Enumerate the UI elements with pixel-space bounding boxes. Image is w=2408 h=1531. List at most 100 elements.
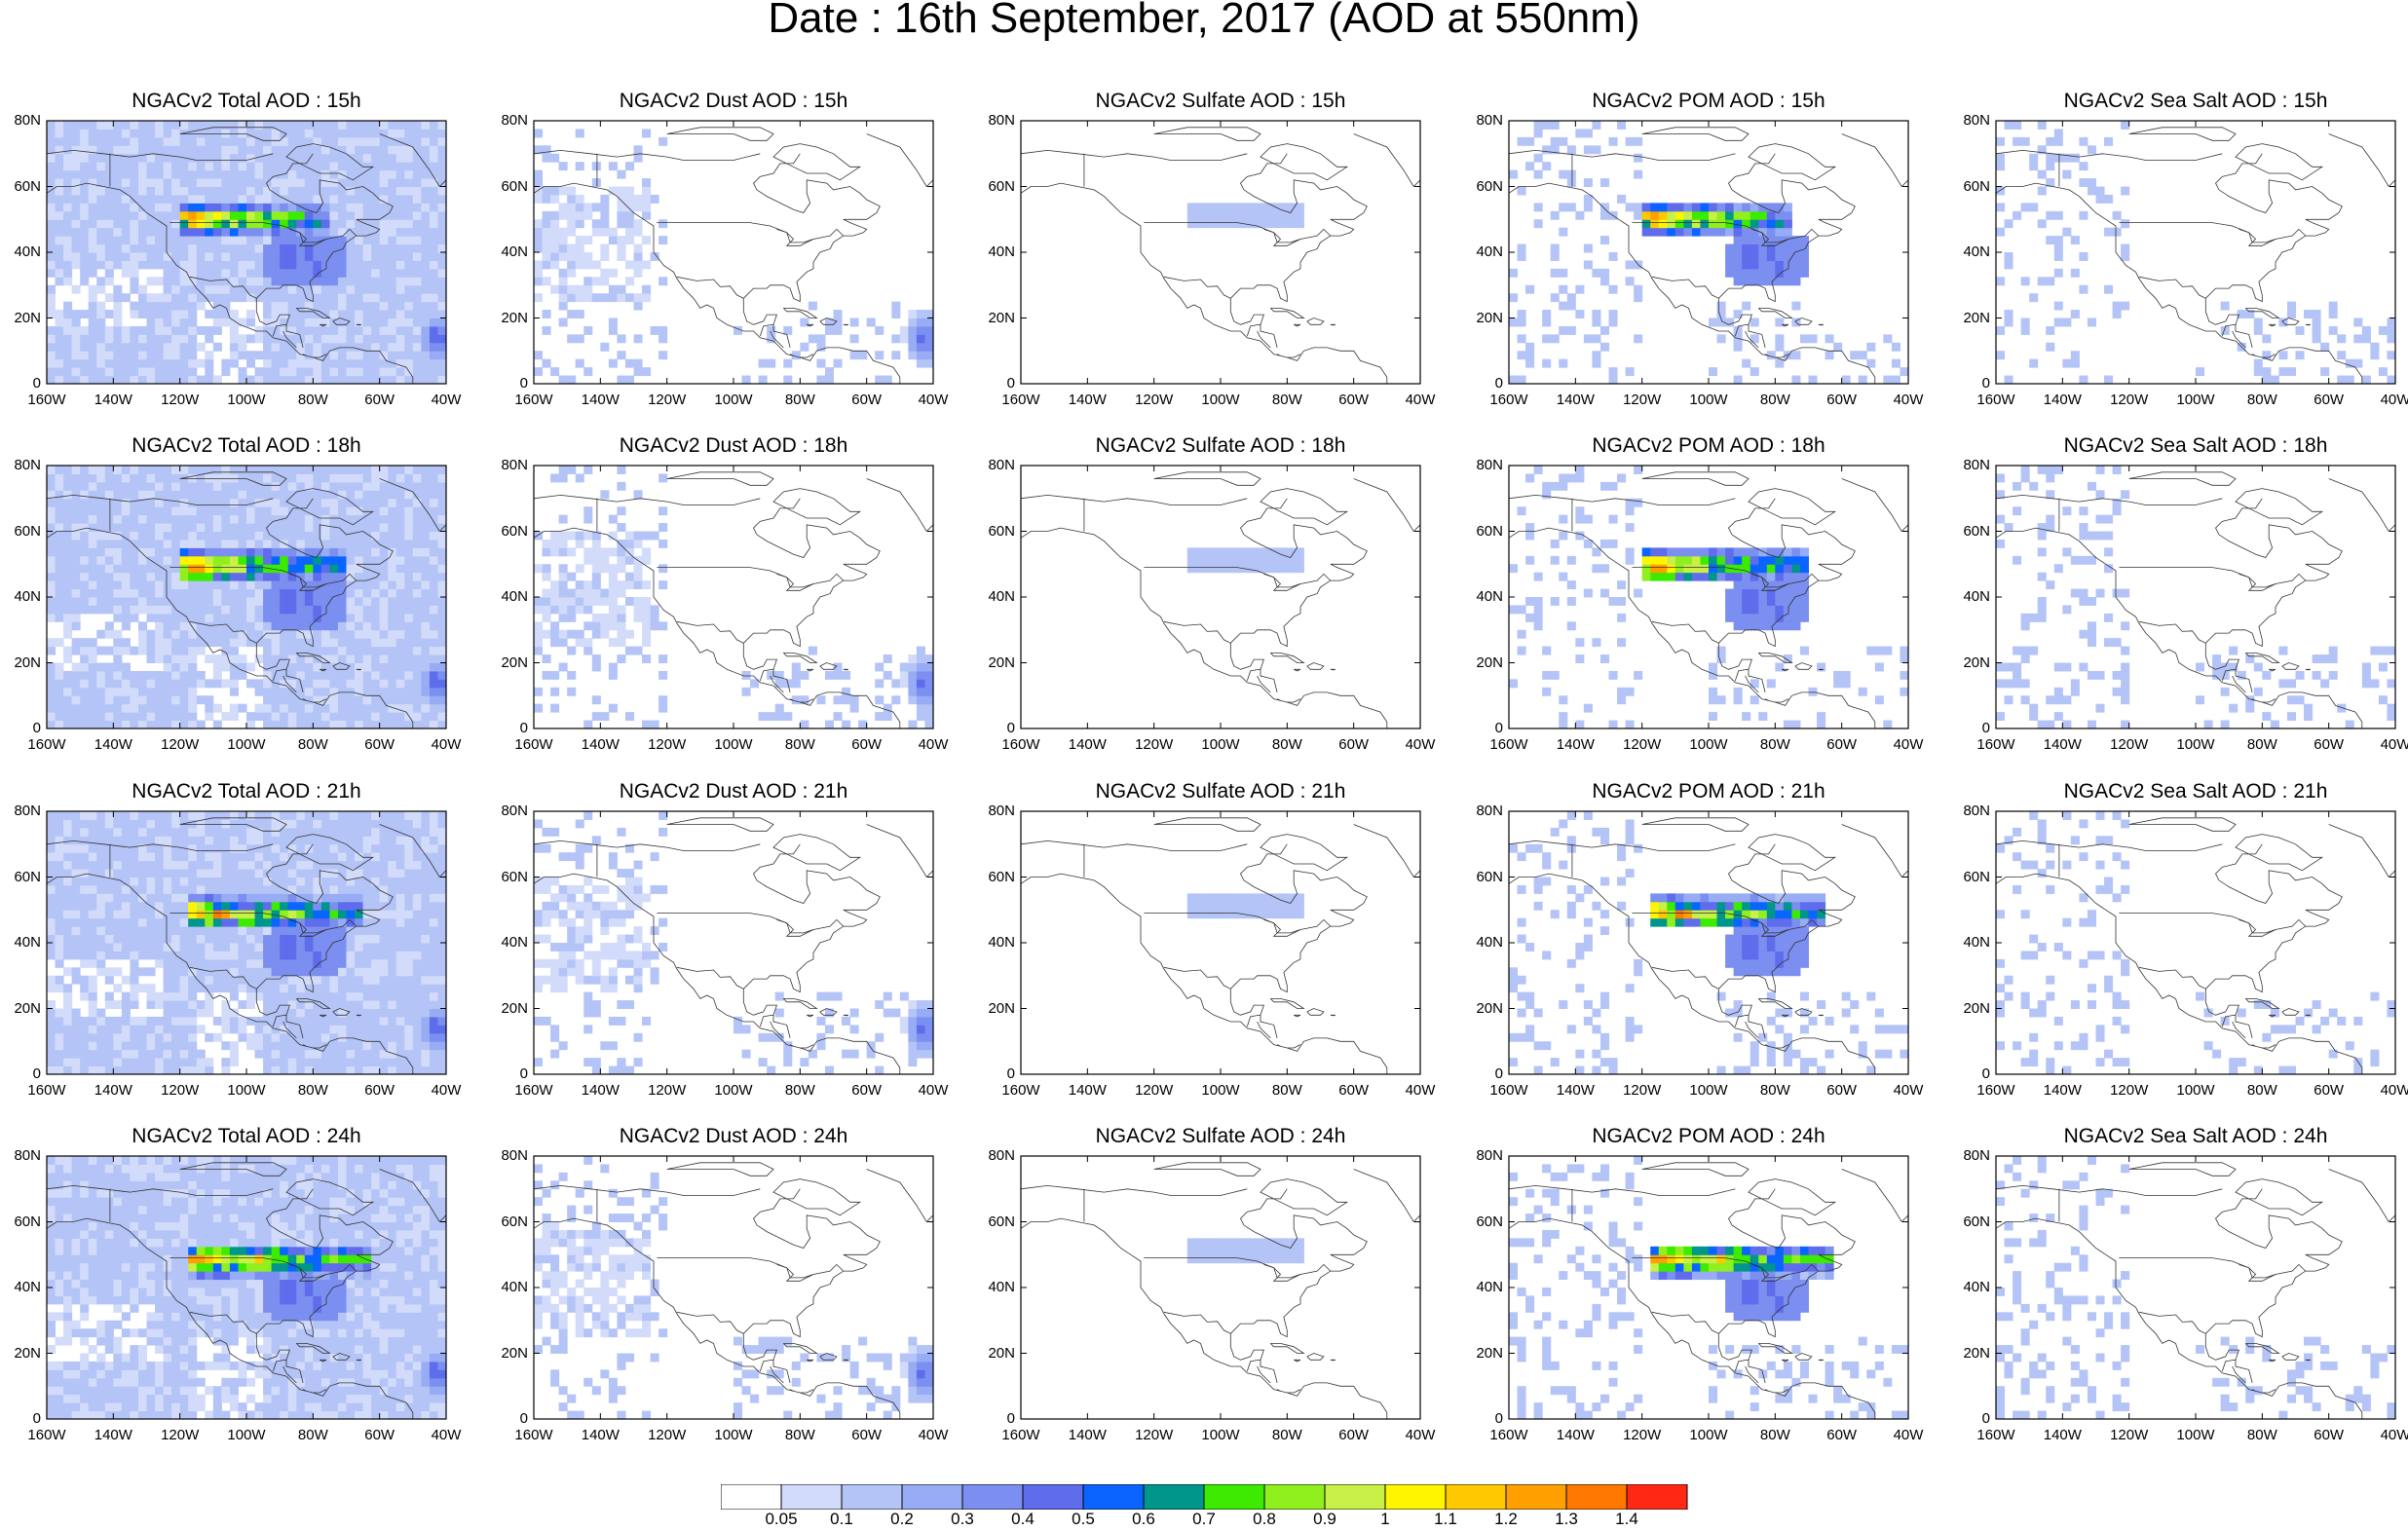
x-tick-label: 140W <box>1556 392 1595 408</box>
y-tick-label: 80N <box>1963 457 1990 473</box>
y-tick-label: 80N <box>988 803 1015 819</box>
map-panel-pom-21h: NGACv2 POM AOD : 21h 160W 140W 120W 100W 80W 6… <box>1476 780 1996 1116</box>
y-tick-label: 60N <box>14 1213 41 1230</box>
y-tick-label: 80N <box>501 457 528 473</box>
y-tick-label: 80N <box>1963 1147 1990 1164</box>
x-tick-label: 140W <box>94 1082 132 1099</box>
y-tick-label: 20N <box>501 309 528 326</box>
y-tick-label: 60N <box>14 868 41 885</box>
x-tick-label: 140W <box>94 736 132 753</box>
aod-map <box>1508 465 1909 729</box>
y-tick-label: 20N <box>14 653 41 671</box>
x-tick-label: 120W <box>161 1082 200 1099</box>
colorbar-label: 0.4 <box>1011 1510 1035 1528</box>
coastlines <box>1020 127 1421 384</box>
y-tick-label: 20N <box>1963 309 1990 326</box>
y-tick-label: 0 <box>1006 375 1015 392</box>
x-tick-label: 60W <box>1826 1082 1858 1099</box>
x-tick-label: 140W <box>2043 1427 2082 1443</box>
colorbar-label: 1.1 <box>1434 1510 1457 1528</box>
y-tick-label: 40N <box>501 588 528 605</box>
map-panel-pom-15h: NGACv2 POM AOD : 15h 160W 140W 120W 100W 80W 6… <box>1476 90 1996 426</box>
coastlines <box>1995 471 2396 728</box>
colorbar-swatch <box>1626 1484 1688 1510</box>
x-tick-label: 120W <box>648 736 687 753</box>
map-panel-seasalt-15h: NGACv2 Sea Salt AOD : 15h 160W 140W 120W 100… <box>1963 90 2408 426</box>
x-tick-label: 40W <box>431 736 462 753</box>
aod-map <box>1020 810 1421 1075</box>
y-tick-label: 0 <box>1981 1410 1990 1427</box>
x-tick-label: 100W <box>714 1427 753 1443</box>
x-tick-label: 120W <box>648 1427 687 1443</box>
x-tick-label: 140W <box>581 736 620 753</box>
colorbar-swatch <box>1384 1484 1447 1510</box>
x-tick-label: 40W <box>1405 1427 1436 1443</box>
x-tick-label: 80W <box>784 736 815 753</box>
x-tick-label: 40W <box>1405 392 1436 408</box>
x-tick-label: 80W <box>1271 736 1302 753</box>
x-tick-label: 160W <box>1976 392 2015 408</box>
x-tick-label: 160W <box>1976 1427 2015 1443</box>
y-tick-label: 60N <box>1476 522 1503 540</box>
coastlines <box>533 127 934 384</box>
x-tick-label: 40W <box>1405 736 1436 753</box>
x-tick-label: 40W <box>431 392 462 408</box>
panel-title: NGACv2 POM AOD : 18h <box>1592 434 1825 457</box>
x-tick-label: 60W <box>364 736 395 753</box>
x-tick-label: 60W <box>2314 736 2345 753</box>
y-tick-label: 40N <box>1476 588 1503 605</box>
x-tick-label: 100W <box>1201 1082 1240 1099</box>
y-tick-label: 20N <box>1476 309 1503 326</box>
x-tick-label: 160W <box>514 1427 553 1443</box>
colorbar-label: 1.4 <box>1615 1510 1638 1528</box>
x-tick-label: 120W <box>2110 1082 2149 1099</box>
x-tick-label: 60W <box>364 1427 395 1443</box>
colorbar-label: 1.2 <box>1494 1510 1518 1528</box>
x-tick-label: 160W <box>1001 736 1040 753</box>
aod-map <box>1995 1155 2396 1420</box>
x-tick-label: 60W <box>1338 1427 1370 1443</box>
colorbar-label: 0.9 <box>1313 1510 1336 1528</box>
x-tick-label: 40W <box>1893 1082 1924 1099</box>
x-tick-label: 80W <box>297 1082 328 1099</box>
aod-map <box>1508 810 1909 1075</box>
x-tick-label: 140W <box>1556 1082 1595 1099</box>
aod-field <box>534 129 934 385</box>
aod-field <box>1509 121 1909 385</box>
map-panel-total-21h: NGACv2 Total AOD : 21h 160W 140W 120W 100W 80… <box>14 780 534 1116</box>
map-panel-total-24h: NGACv2 Total AOD : 24h 160W 140W 120W 100W 80… <box>14 1125 534 1461</box>
x-tick-label: 40W <box>918 1082 949 1099</box>
x-tick-label: 60W <box>2314 1427 2345 1443</box>
x-tick-label: 160W <box>1001 392 1040 408</box>
y-tick-label: 20N <box>1963 653 1990 671</box>
y-tick-label: 60N <box>501 177 528 195</box>
x-tick-label: 60W <box>364 1082 395 1099</box>
colorbar <box>721 1484 1688 1510</box>
x-tick-label: 160W <box>1976 1082 2015 1099</box>
colorbar-swatch <box>1324 1484 1386 1510</box>
y-tick-label: 60N <box>501 868 528 885</box>
colorbar-swatch <box>841 1484 903 1510</box>
aod-field <box>1996 1156 2396 1420</box>
y-tick-label: 80N <box>1963 803 1990 819</box>
x-tick-label: 120W <box>1135 1082 1174 1099</box>
x-tick-label: 40W <box>2380 1082 2408 1099</box>
aod-field <box>1509 811 1909 1075</box>
y-tick-label: 60N <box>1476 177 1503 195</box>
x-tick-label: 80W <box>2246 392 2277 408</box>
x-tick-label: 100W <box>2176 392 2215 408</box>
aod-field <box>47 121 447 385</box>
aod-map <box>1020 1155 1421 1420</box>
x-tick-label: 80W <box>1759 392 1790 408</box>
aod-map <box>1508 1155 1909 1420</box>
y-tick-label: 60N <box>14 522 41 540</box>
aod-field <box>1186 893 1304 919</box>
x-tick-label: 140W <box>581 1082 620 1099</box>
y-tick-label: 40N <box>988 243 1015 260</box>
x-tick-label: 100W <box>227 392 266 408</box>
coastlines <box>1508 127 1909 384</box>
x-tick-label: 60W <box>2314 392 2345 408</box>
x-tick-label: 160W <box>514 1082 553 1099</box>
x-tick-label: 80W <box>297 736 328 753</box>
x-tick-label: 120W <box>161 1427 200 1443</box>
